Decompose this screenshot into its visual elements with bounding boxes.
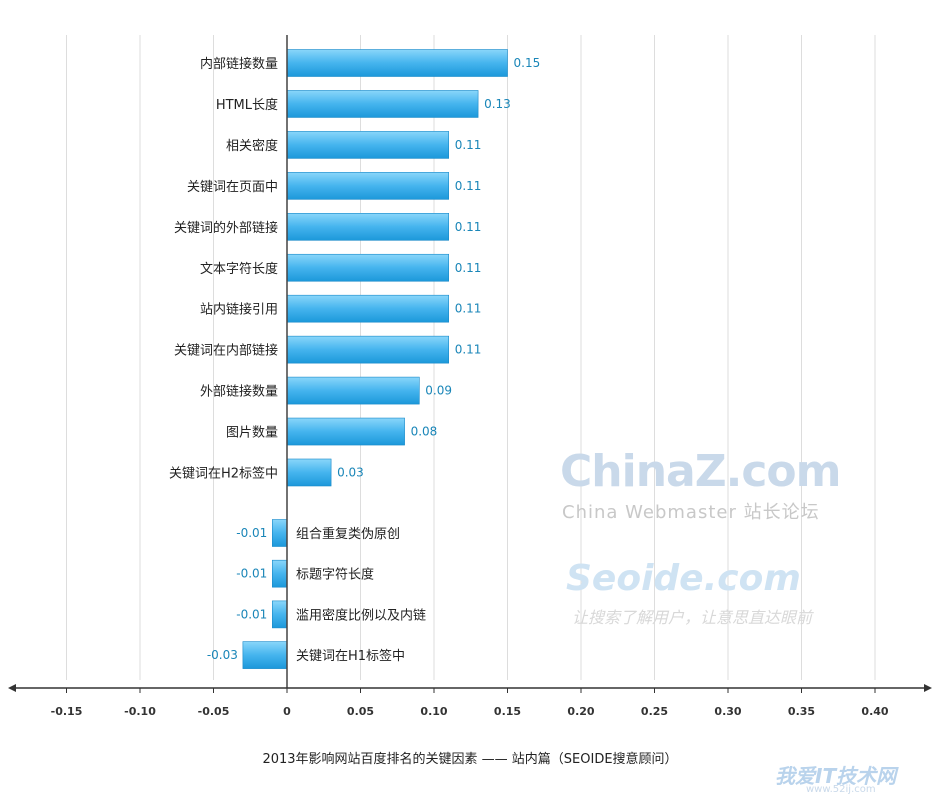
bar-chart: 内部链接数量 HTML长度相关密度关键词在页面中关键词的外部链接文本字符长度站内链… xyxy=(8,35,932,718)
category-label: 站内链接引用 xyxy=(200,302,278,318)
category-label: 内部链接数量 xyxy=(200,56,278,72)
bar xyxy=(286,213,449,241)
x-tick-label: 0.40 xyxy=(861,705,888,718)
category-label: 相关密度 xyxy=(226,138,278,154)
category-label: 文本字符长度 xyxy=(200,261,278,277)
category-labels: 内部链接数量 HTML长度相关密度关键词在页面中关键词的外部链接文本字符长度站内链… xyxy=(169,56,426,664)
bars xyxy=(242,49,508,669)
x-tick-label: 0.20 xyxy=(567,705,594,718)
axis-arrow-right xyxy=(924,684,932,692)
x-tick-label: 0.15 xyxy=(494,705,521,718)
bar xyxy=(242,641,288,669)
category-label: HTML长度 xyxy=(216,97,278,113)
bar xyxy=(286,253,449,282)
x-tick-label: 0.10 xyxy=(420,705,447,718)
value-label: 0.11 xyxy=(455,302,482,316)
axis-arrow-left xyxy=(8,684,16,692)
value-label: 0.09 xyxy=(425,384,452,398)
x-tick-label: 0.30 xyxy=(714,705,741,718)
bar xyxy=(286,131,449,159)
value-label: 0.03 xyxy=(337,466,364,480)
value-label: -0.01 xyxy=(236,526,267,540)
bar xyxy=(286,172,449,200)
category-label: 关键词在H1标签中 xyxy=(296,648,405,664)
value-label: 0.11 xyxy=(455,179,482,193)
bar xyxy=(286,335,449,364)
bar xyxy=(271,519,288,547)
bar xyxy=(286,90,479,118)
x-tick-label: 0.25 xyxy=(641,705,668,718)
x-tick-label: 0.05 xyxy=(347,705,374,718)
category-label: 外部链接数量 xyxy=(200,384,278,400)
x-tick-label: -0.05 xyxy=(198,705,230,718)
bar xyxy=(286,294,449,323)
category-label: 关键词在内部链接 xyxy=(174,343,278,359)
category-label: 关键词在H2标签中 xyxy=(169,466,278,482)
bar xyxy=(286,417,405,446)
chart-caption: 2013年影响网站百度排名的关键因素 —— 站内篇（SEOIDE搜意顾问） xyxy=(262,752,678,767)
x-tick-label: -0.10 xyxy=(124,705,156,718)
bar xyxy=(286,458,332,487)
category-label: 滥用密度比例以及内链 xyxy=(296,607,426,623)
category-label: 关键词在页面中 xyxy=(187,180,278,195)
value-label: -0.01 xyxy=(236,607,267,621)
value-label: 0.13 xyxy=(484,97,511,111)
bar xyxy=(286,376,420,405)
x-axis: -0.15 -0.10 -0.05 0 0.05 0.10 0.15 0.20 0.25 0.30… xyxy=(8,35,932,718)
bar xyxy=(271,559,288,588)
site-watermark-url: www.52ij.com xyxy=(806,784,876,795)
value-label: 0.11 xyxy=(455,261,482,275)
value-label: 0.11 xyxy=(455,343,482,357)
value-label: 0.08 xyxy=(411,425,438,439)
category-label: 关键词的外部链接 xyxy=(174,220,278,236)
value-label: 0.11 xyxy=(455,138,482,152)
category-label: 图片数量 xyxy=(226,426,278,441)
value-labels: 0.15 0.13 0.11 0.11 0.11 0.11 0.11 0.11 0.09 0.08… xyxy=(207,56,540,662)
bar xyxy=(271,600,288,629)
value-label: -0.03 xyxy=(207,648,238,662)
category-label: 组合重复类伪原创 xyxy=(296,526,400,542)
x-tick-label: 0 xyxy=(283,705,291,718)
x-tick-label: -0.15 xyxy=(51,705,83,718)
value-label: 0.11 xyxy=(455,220,482,234)
x-tick-label: 0.35 xyxy=(788,705,815,718)
category-label: 标题字符长度 xyxy=(296,567,374,583)
value-label: -0.01 xyxy=(236,567,267,581)
bar xyxy=(286,49,508,77)
value-label: 0.15 xyxy=(514,56,541,70)
